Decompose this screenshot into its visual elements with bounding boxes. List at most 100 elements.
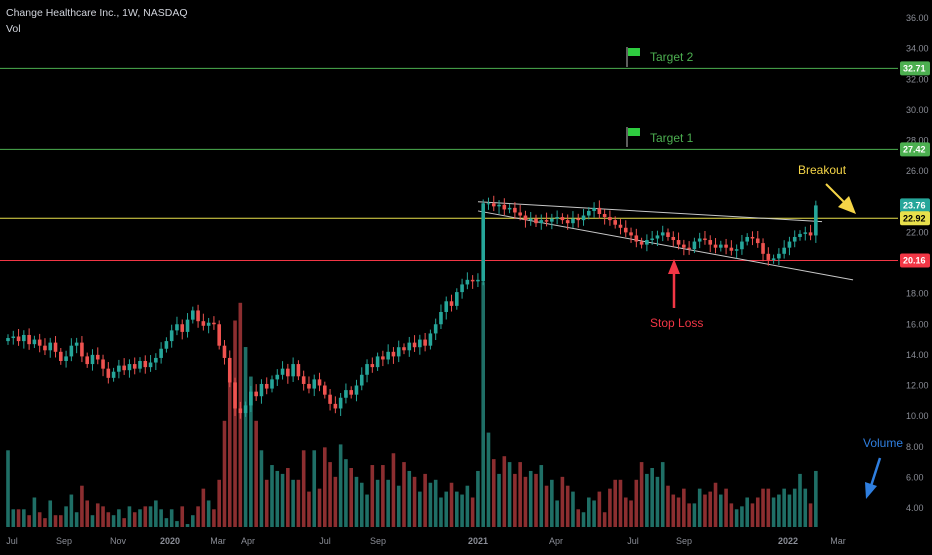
volume-bar bbox=[32, 497, 37, 527]
candle-body bbox=[254, 391, 258, 397]
volume-bar bbox=[639, 462, 644, 527]
breakout-arrow-shaft bbox=[825, 183, 847, 205]
volume-bar bbox=[259, 450, 264, 527]
volume-bar bbox=[275, 470, 280, 527]
volume-bar bbox=[264, 479, 269, 527]
candle-body bbox=[43, 345, 47, 351]
volume-bar bbox=[196, 506, 200, 527]
target-2-flag-icon bbox=[628, 48, 640, 56]
volume-bar bbox=[191, 515, 195, 527]
candle-body bbox=[249, 391, 253, 406]
volume-bar bbox=[497, 473, 501, 527]
candle-body bbox=[433, 324, 438, 334]
volume-bar bbox=[148, 506, 153, 527]
volume-bar bbox=[597, 491, 602, 527]
candle-body bbox=[64, 356, 68, 361]
volume-bar bbox=[138, 509, 142, 527]
candle-body bbox=[682, 244, 686, 248]
candle-body bbox=[470, 279, 475, 282]
volume-bar bbox=[666, 485, 670, 527]
volume-bar bbox=[64, 506, 68, 527]
stop-loss-label: Stop Loss bbox=[650, 316, 703, 330]
candle-body bbox=[238, 408, 243, 414]
candle-body bbox=[27, 334, 31, 345]
target-1-label: Target 1 bbox=[650, 131, 694, 145]
volume-bar bbox=[201, 488, 206, 527]
volume-bar bbox=[433, 479, 438, 527]
volume-bar bbox=[581, 512, 586, 527]
channel-upper-line bbox=[477, 201, 823, 223]
candle-body bbox=[312, 379, 317, 389]
candle-body bbox=[74, 342, 79, 346]
x-tick-label: Nov bbox=[110, 536, 127, 546]
candle-body bbox=[111, 371, 116, 378]
candle-body bbox=[85, 356, 89, 365]
y-tick-label: 6.00 bbox=[906, 472, 924, 482]
candle-body bbox=[95, 354, 100, 360]
candle-body bbox=[729, 247, 734, 251]
candle-body bbox=[792, 236, 797, 242]
volume-bar bbox=[771, 497, 776, 527]
volume-bar bbox=[697, 488, 702, 527]
candle-body bbox=[280, 368, 285, 375]
volume-bar bbox=[106, 512, 111, 527]
candle-body bbox=[386, 351, 390, 360]
volume-bar bbox=[777, 494, 781, 527]
volume-bar bbox=[565, 485, 570, 527]
candle-body bbox=[16, 336, 21, 342]
candle-body bbox=[117, 365, 121, 372]
volume-bar bbox=[629, 500, 633, 527]
y-tick-label: 34.00 bbox=[906, 44, 929, 54]
volume-bar bbox=[74, 512, 79, 527]
candle-body bbox=[724, 244, 728, 248]
candle-body bbox=[439, 312, 443, 325]
volume-bar bbox=[623, 497, 628, 527]
candle-body bbox=[555, 217, 559, 219]
y-tick-label: 30.00 bbox=[906, 105, 929, 115]
candle-body bbox=[523, 215, 528, 221]
candle-body bbox=[518, 212, 522, 216]
volume-bar bbox=[724, 488, 728, 527]
stop-loss-arrow-head bbox=[668, 259, 680, 274]
candle-body bbox=[349, 390, 353, 395]
candle-body bbox=[48, 342, 53, 351]
volume-bar bbox=[592, 500, 596, 527]
candle-body bbox=[761, 243, 765, 254]
candle-body bbox=[333, 403, 338, 409]
candle-body bbox=[365, 364, 369, 375]
candle-body bbox=[713, 244, 718, 248]
volume-bar bbox=[69, 494, 74, 527]
volume-bar bbox=[761, 488, 765, 527]
target-2-badge-label: 32.71 bbox=[903, 63, 926, 73]
volume-bar bbox=[386, 479, 390, 527]
volume-bar bbox=[428, 482, 433, 527]
volume-bar bbox=[444, 491, 449, 527]
candle-body bbox=[544, 220, 549, 222]
candle-body bbox=[32, 339, 37, 345]
y-tick-label: 22.00 bbox=[906, 227, 929, 237]
y-tick-label: 4.00 bbox=[906, 503, 924, 513]
breakout-badge bbox=[900, 211, 930, 226]
volume-bar bbox=[534, 473, 538, 527]
candle-body bbox=[581, 215, 586, 221]
volume-bar bbox=[750, 503, 755, 527]
candle-body bbox=[777, 253, 781, 259]
volume-bar bbox=[127, 506, 132, 527]
candle-body bbox=[286, 368, 290, 377]
candle-body bbox=[639, 241, 644, 245]
volume-bar bbox=[486, 432, 491, 527]
candle-body bbox=[296, 364, 301, 377]
candle-body bbox=[11, 336, 16, 339]
candle-body bbox=[359, 374, 364, 386]
volume-bar bbox=[396, 485, 401, 527]
candle-body bbox=[750, 236, 755, 239]
candle-body bbox=[396, 347, 401, 357]
candle-body bbox=[291, 364, 295, 377]
candle-body bbox=[787, 241, 792, 248]
x-tick-label: 2022 bbox=[778, 536, 798, 546]
volume-bar bbox=[476, 470, 480, 527]
last-price-badge bbox=[900, 198, 930, 213]
volume-bar bbox=[507, 462, 512, 527]
volume-bar bbox=[370, 465, 375, 527]
y-tick-label: 16.00 bbox=[906, 319, 929, 329]
